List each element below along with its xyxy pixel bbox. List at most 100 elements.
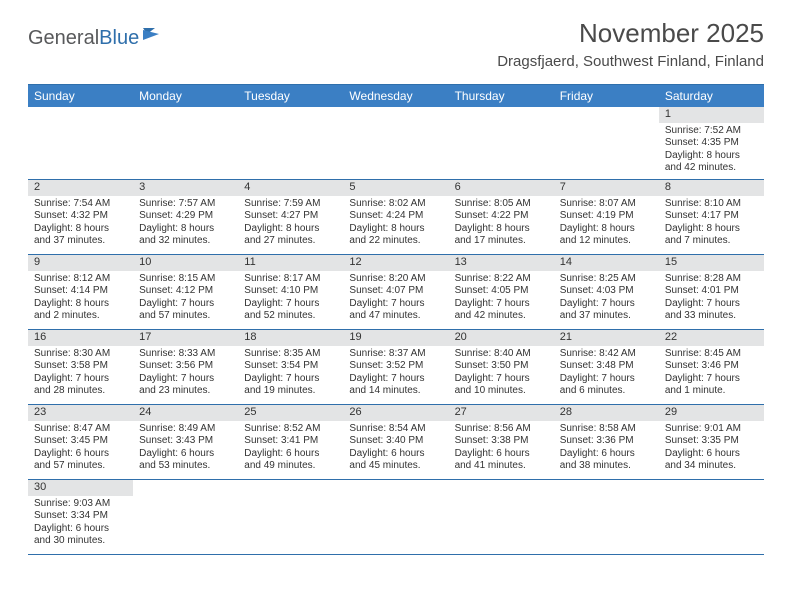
daylight-text: Daylight: 8 hours and 22 minutes. bbox=[349, 223, 442, 248]
daylight-text: Daylight: 7 hours and 6 minutes. bbox=[560, 373, 653, 398]
day-body: Sunrise: 8:49 AMSunset: 3:43 PMDaylight:… bbox=[133, 421, 238, 477]
daylight-text: Daylight: 7 hours and 28 minutes. bbox=[34, 373, 127, 398]
day-body: Sunrise: 8:52 AMSunset: 3:41 PMDaylight:… bbox=[238, 421, 343, 477]
sunset-text: Sunset: 3:54 PM bbox=[244, 360, 337, 373]
sunset-text: Sunset: 3:56 PM bbox=[139, 360, 232, 373]
day-number: 13 bbox=[449, 255, 554, 271]
day-body: Sunrise: 8:42 AMSunset: 3:48 PMDaylight:… bbox=[554, 346, 659, 402]
sunset-text: Sunset: 3:36 PM bbox=[560, 435, 653, 448]
day-number: 14 bbox=[554, 255, 659, 271]
day-cell-blank bbox=[343, 107, 448, 179]
week-row: 23Sunrise: 8:47 AMSunset: 3:45 PMDayligh… bbox=[28, 405, 764, 480]
sunrise-text: Sunrise: 8:35 AM bbox=[244, 348, 337, 361]
day-cell: 18Sunrise: 8:35 AMSunset: 3:54 PMDayligh… bbox=[238, 330, 343, 404]
day-cell: 3Sunrise: 7:57 AMSunset: 4:29 PMDaylight… bbox=[133, 180, 238, 254]
week-row: 2Sunrise: 7:54 AMSunset: 4:32 PMDaylight… bbox=[28, 180, 764, 255]
day-number: 9 bbox=[28, 255, 133, 271]
day-body: Sunrise: 8:05 AMSunset: 4:22 PMDaylight:… bbox=[449, 196, 554, 252]
day-cell: 22Sunrise: 8:45 AMSunset: 3:46 PMDayligh… bbox=[659, 330, 764, 404]
day-body: Sunrise: 8:12 AMSunset: 4:14 PMDaylight:… bbox=[28, 271, 133, 327]
day-body: Sunrise: 8:10 AMSunset: 4:17 PMDaylight:… bbox=[659, 196, 764, 252]
day-cell-blank bbox=[133, 107, 238, 179]
flag-icon bbox=[141, 26, 163, 50]
weekday-header: Monday bbox=[133, 85, 238, 107]
day-number: 10 bbox=[133, 255, 238, 271]
day-cell: 23Sunrise: 8:47 AMSunset: 3:45 PMDayligh… bbox=[28, 405, 133, 479]
day-body: Sunrise: 9:03 AMSunset: 3:34 PMDaylight:… bbox=[28, 496, 133, 552]
week-row: 30Sunrise: 9:03 AMSunset: 3:34 PMDayligh… bbox=[28, 480, 764, 555]
day-cell: 25Sunrise: 8:52 AMSunset: 3:41 PMDayligh… bbox=[238, 405, 343, 479]
day-number: 18 bbox=[238, 330, 343, 346]
daylight-text: Daylight: 6 hours and 34 minutes. bbox=[665, 448, 758, 473]
day-body: Sunrise: 8:56 AMSunset: 3:38 PMDaylight:… bbox=[449, 421, 554, 477]
day-number: 15 bbox=[659, 255, 764, 271]
sunrise-text: Sunrise: 8:40 AM bbox=[455, 348, 548, 361]
sunset-text: Sunset: 4:05 PM bbox=[455, 285, 548, 298]
weekday-header: Friday bbox=[554, 85, 659, 107]
day-body: Sunrise: 7:57 AMSunset: 4:29 PMDaylight:… bbox=[133, 196, 238, 252]
daylight-text: Daylight: 6 hours and 57 minutes. bbox=[34, 448, 127, 473]
day-cell: 13Sunrise: 8:22 AMSunset: 4:05 PMDayligh… bbox=[449, 255, 554, 329]
sunset-text: Sunset: 4:32 PM bbox=[34, 210, 127, 223]
day-number: 21 bbox=[554, 330, 659, 346]
day-cell: 27Sunrise: 8:56 AMSunset: 3:38 PMDayligh… bbox=[449, 405, 554, 479]
day-body: Sunrise: 7:59 AMSunset: 4:27 PMDaylight:… bbox=[238, 196, 343, 252]
sunset-text: Sunset: 4:03 PM bbox=[560, 285, 653, 298]
day-number: 7 bbox=[554, 180, 659, 196]
daylight-text: Daylight: 8 hours and 37 minutes. bbox=[34, 223, 127, 248]
day-cell: 7Sunrise: 8:07 AMSunset: 4:19 PMDaylight… bbox=[554, 180, 659, 254]
daylight-text: Daylight: 6 hours and 53 minutes. bbox=[139, 448, 232, 473]
day-cell-blank bbox=[449, 107, 554, 179]
sunset-text: Sunset: 3:43 PM bbox=[139, 435, 232, 448]
sunset-text: Sunset: 4:35 PM bbox=[665, 137, 758, 150]
weekday-header: Saturday bbox=[659, 85, 764, 107]
daylight-text: Daylight: 7 hours and 52 minutes. bbox=[244, 298, 337, 323]
day-number: 24 bbox=[133, 405, 238, 421]
day-number: 20 bbox=[449, 330, 554, 346]
day-number: 5 bbox=[343, 180, 448, 196]
day-number: 30 bbox=[28, 480, 133, 496]
sunset-text: Sunset: 4:22 PM bbox=[455, 210, 548, 223]
daylight-text: Daylight: 8 hours and 42 minutes. bbox=[665, 150, 758, 175]
location-subtitle: Dragsfjaerd, Southwest Finland, Finland bbox=[497, 53, 764, 70]
day-cell: 9Sunrise: 8:12 AMSunset: 4:14 PMDaylight… bbox=[28, 255, 133, 329]
day-body: Sunrise: 8:33 AMSunset: 3:56 PMDaylight:… bbox=[133, 346, 238, 402]
daylight-text: Daylight: 8 hours and 27 minutes. bbox=[244, 223, 337, 248]
daylight-text: Daylight: 7 hours and 1 minute. bbox=[665, 373, 758, 398]
sunset-text: Sunset: 4:14 PM bbox=[34, 285, 127, 298]
sunrise-text: Sunrise: 8:22 AM bbox=[455, 273, 548, 286]
weekday-header: Tuesday bbox=[238, 85, 343, 107]
week-row: 9Sunrise: 8:12 AMSunset: 4:14 PMDaylight… bbox=[28, 255, 764, 330]
day-number: 28 bbox=[554, 405, 659, 421]
sunset-text: Sunset: 3:52 PM bbox=[349, 360, 442, 373]
day-cell: 28Sunrise: 8:58 AMSunset: 3:36 PMDayligh… bbox=[554, 405, 659, 479]
day-body: Sunrise: 7:54 AMSunset: 4:32 PMDaylight:… bbox=[28, 196, 133, 252]
sunrise-text: Sunrise: 8:02 AM bbox=[349, 198, 442, 211]
sunset-text: Sunset: 3:58 PM bbox=[34, 360, 127, 373]
sunrise-text: Sunrise: 8:33 AM bbox=[139, 348, 232, 361]
daylight-text: Daylight: 7 hours and 10 minutes. bbox=[455, 373, 548, 398]
sunrise-text: Sunrise: 8:05 AM bbox=[455, 198, 548, 211]
day-number: 6 bbox=[449, 180, 554, 196]
day-number: 2 bbox=[28, 180, 133, 196]
day-cell-blank bbox=[28, 107, 133, 179]
day-body: Sunrise: 8:17 AMSunset: 4:10 PMDaylight:… bbox=[238, 271, 343, 327]
sunrise-text: Sunrise: 8:20 AM bbox=[349, 273, 442, 286]
sunrise-text: Sunrise: 8:52 AM bbox=[244, 423, 337, 436]
day-number: 23 bbox=[28, 405, 133, 421]
sunrise-text: Sunrise: 8:42 AM bbox=[560, 348, 653, 361]
day-body: Sunrise: 8:28 AMSunset: 4:01 PMDaylight:… bbox=[659, 271, 764, 327]
daylight-text: Daylight: 6 hours and 38 minutes. bbox=[560, 448, 653, 473]
day-cell: 5Sunrise: 8:02 AMSunset: 4:24 PMDaylight… bbox=[343, 180, 448, 254]
day-cell: 21Sunrise: 8:42 AMSunset: 3:48 PMDayligh… bbox=[554, 330, 659, 404]
sunrise-text: Sunrise: 8:30 AM bbox=[34, 348, 127, 361]
day-cell: 30Sunrise: 9:03 AMSunset: 3:34 PMDayligh… bbox=[28, 480, 133, 554]
day-cell: 1Sunrise: 7:52 AMSunset: 4:35 PMDaylight… bbox=[659, 107, 764, 179]
day-cell-blank bbox=[449, 480, 554, 554]
day-cell-blank bbox=[133, 480, 238, 554]
sunset-text: Sunset: 4:10 PM bbox=[244, 285, 337, 298]
day-cell: 15Sunrise: 8:28 AMSunset: 4:01 PMDayligh… bbox=[659, 255, 764, 329]
sunrise-text: Sunrise: 7:57 AM bbox=[139, 198, 232, 211]
week-row: 1Sunrise: 7:52 AMSunset: 4:35 PMDaylight… bbox=[28, 107, 764, 180]
daylight-text: Daylight: 6 hours and 49 minutes. bbox=[244, 448, 337, 473]
